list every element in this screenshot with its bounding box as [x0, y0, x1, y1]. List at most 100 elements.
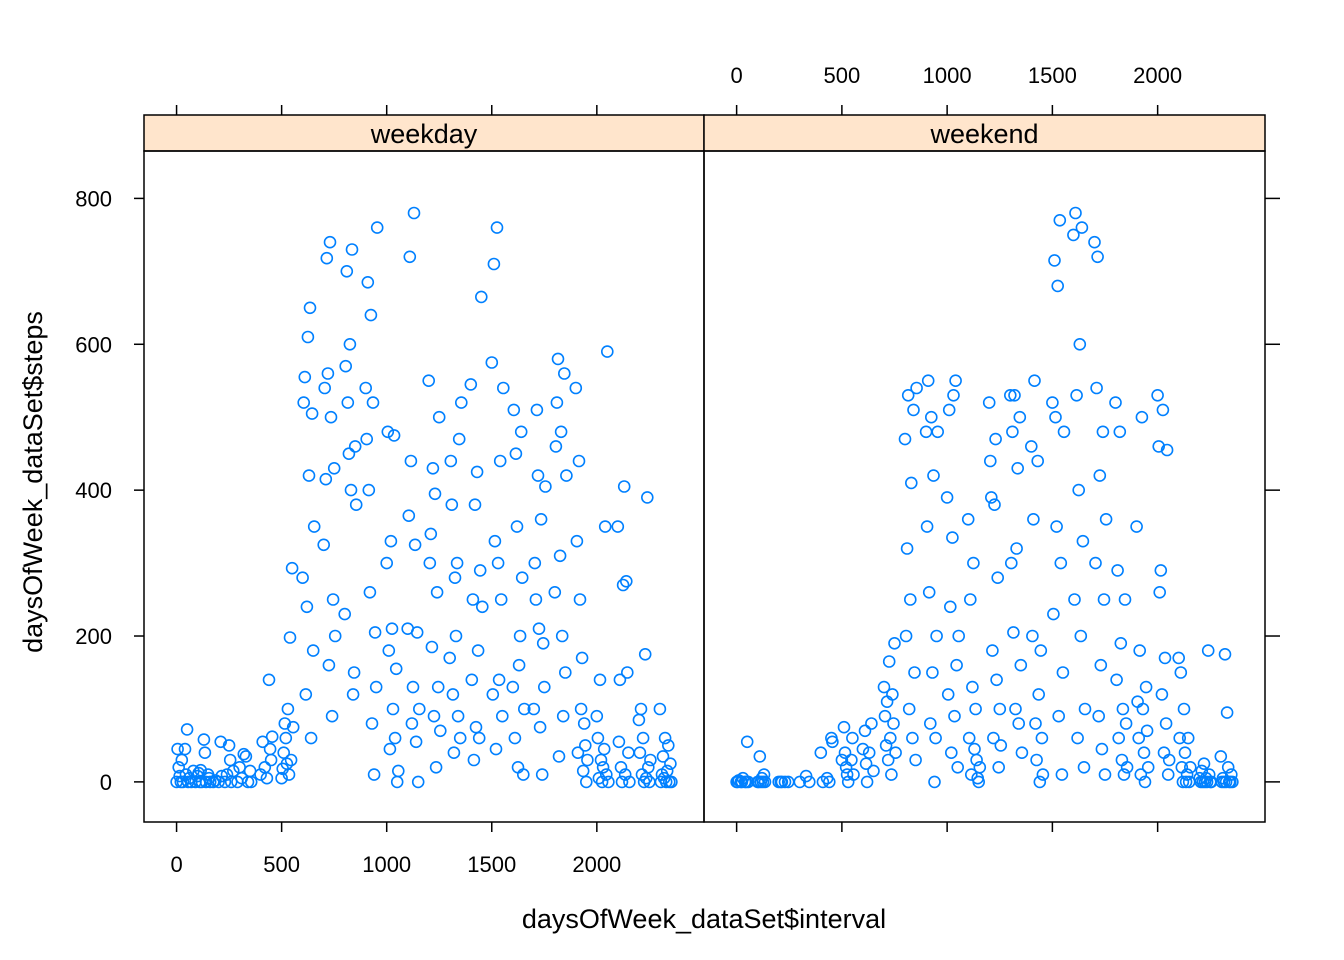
data-point [306, 644, 320, 657]
data-point [1035, 731, 1049, 745]
data-point [473, 564, 487, 577]
data-point [948, 709, 961, 723]
data-point [1151, 388, 1164, 402]
data-point [344, 483, 358, 497]
data-point [907, 403, 920, 417]
data-point [1099, 512, 1113, 526]
data-point [1078, 702, 1092, 716]
data-point [1177, 702, 1191, 716]
data-point [944, 746, 958, 760]
data-point [302, 469, 316, 482]
data-point [475, 600, 489, 614]
data-point [1158, 651, 1172, 665]
y-tick-label: 400 [75, 478, 112, 503]
data-point [838, 746, 852, 760]
data-point [386, 702, 400, 716]
data-point [360, 432, 374, 446]
data-point [472, 731, 486, 745]
data-point [577, 717, 591, 730]
data-point [550, 396, 564, 409]
data-point [448, 571, 462, 585]
data-point [490, 221, 504, 234]
data-point [327, 461, 341, 475]
data-point [537, 680, 551, 694]
data-point [877, 680, 891, 694]
data-point [1117, 768, 1131, 781]
data-point [1053, 214, 1067, 227]
data-point [1072, 483, 1085, 497]
data-point [558, 666, 572, 679]
data-point [403, 250, 417, 264]
data-point [325, 709, 339, 723]
data-point [841, 775, 855, 789]
data-point [345, 243, 359, 256]
data-point [180, 723, 194, 736]
data-point [1090, 381, 1103, 395]
data-point [453, 731, 467, 745]
data-point [1159, 717, 1173, 730]
data-point [579, 775, 593, 789]
data-point [594, 753, 608, 767]
data-point [265, 730, 279, 744]
axis-ticks: 0 500 1000 1500 2000 0 500 1000 1500 2000 0 200 400 6… [75, 63, 1280, 877]
data-point [178, 742, 192, 756]
data-point [197, 733, 211, 746]
data-point [611, 520, 625, 533]
data-point [338, 607, 352, 621]
data-point [973, 760, 987, 774]
data-point [622, 746, 635, 760]
data-point [366, 396, 380, 409]
data-point [1226, 775, 1239, 789]
data-point [990, 673, 1003, 687]
data-point [1172, 651, 1185, 665]
data-point [362, 483, 376, 497]
data-point [322, 658, 336, 672]
data-point [1003, 388, 1017, 402]
data-point [835, 753, 849, 767]
data-point [1071, 731, 1084, 745]
data-point [573, 593, 587, 606]
data-point [471, 644, 485, 657]
x-tick-label: 500 [263, 852, 300, 877]
strip-label-weekend: weekend [929, 119, 1038, 149]
data-point [318, 381, 332, 395]
data-point [1014, 658, 1028, 672]
data-point [644, 753, 657, 767]
data-point [369, 680, 383, 694]
data-point [402, 509, 416, 523]
data-point [256, 735, 270, 749]
data-point [633, 746, 647, 760]
data-point [883, 731, 897, 745]
y-axis-title: daysOfWeek_dataSet$steps [18, 311, 48, 653]
data-point [1047, 607, 1060, 621]
data-point [802, 775, 816, 789]
data-point [408, 538, 422, 552]
data-point [486, 688, 500, 701]
data-point [348, 440, 362, 453]
data-point [1162, 753, 1176, 767]
data-point [867, 764, 880, 778]
data-point [964, 768, 978, 781]
data-point [1093, 469, 1107, 482]
data-point [641, 760, 655, 774]
data-point [297, 396, 311, 409]
data-point [359, 381, 373, 395]
data-point [1201, 644, 1215, 657]
data-point [233, 760, 246, 774]
data-point [534, 512, 548, 526]
data-point [428, 487, 442, 501]
data-point [1134, 768, 1148, 781]
data-point [940, 491, 954, 504]
x-tick-label: 0 [170, 852, 182, 877]
data-point [970, 753, 983, 767]
data-point [578, 739, 592, 752]
data-point [816, 775, 830, 789]
data-point [1073, 337, 1087, 351]
data-point [1200, 775, 1214, 789]
data-point [969, 702, 982, 716]
data-point [1118, 593, 1132, 606]
data-point [941, 688, 955, 701]
data-point [927, 469, 940, 482]
data-point [529, 593, 543, 606]
data-point [1119, 717, 1133, 730]
